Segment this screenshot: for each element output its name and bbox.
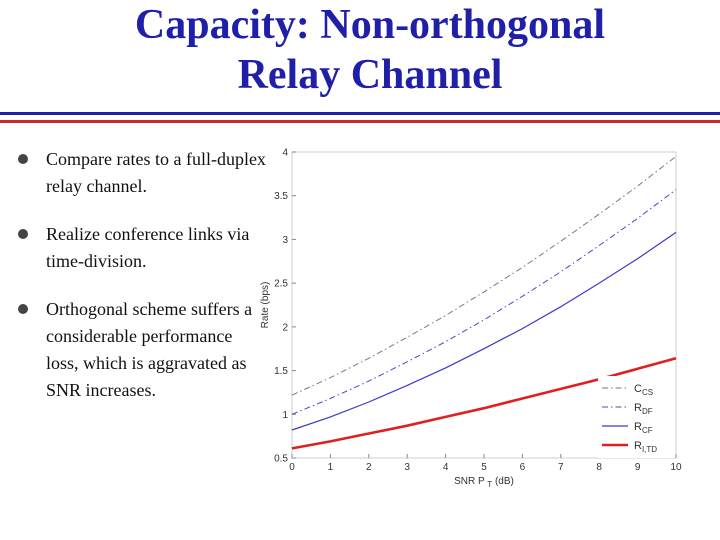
- x-axis-label: SNR P T (dB): [454, 476, 514, 489]
- bullet-dot-icon: [18, 229, 28, 239]
- x-tick-label: 9: [635, 462, 641, 473]
- bullet-list: Compare rates to a full-duplex relay cha…: [18, 146, 268, 404]
- bullet-text: Orthogonal scheme suffers a considerable…: [46, 299, 253, 400]
- bullet-dot-icon: [18, 154, 28, 164]
- series-line-cf: [291, 231, 677, 431]
- bullet-text: Compare rates to a full-duplex relay cha…: [46, 149, 266, 196]
- legend-label: RDF: [634, 402, 653, 416]
- x-tick-label: 6: [520, 462, 526, 473]
- x-tick-label: 1: [328, 462, 334, 473]
- series-line-cs: [291, 156, 677, 396]
- title-rule-blue: [0, 112, 720, 115]
- legend-label: RCF: [634, 421, 653, 435]
- legend-label: RI,TD: [634, 440, 657, 454]
- y-tick-label: 3.5: [274, 191, 288, 202]
- y-tick-label: 3: [282, 235, 288, 246]
- x-tick-label: 10: [670, 462, 682, 473]
- legend-label: CCS: [634, 383, 653, 397]
- slide-title: Capacity: Non-orthogonal Relay Channel: [0, 0, 720, 100]
- series-line-df: [291, 189, 677, 415]
- x-tick-label: 4: [443, 462, 449, 473]
- bullet-item: Realize conference links via time-divisi…: [18, 221, 268, 275]
- y-tick-label: 1: [282, 410, 288, 421]
- x-tick-label: 3: [404, 462, 410, 473]
- x-tick-label: 2: [366, 462, 372, 473]
- rate-vs-snr-chart: 0 1 2 3 4 5 6 7 8 9 10 0.5 1 1.5 2 2.5 3 3.5 4 SNR P T (dB)…: [260, 148, 682, 490]
- y-axis-label: Rate (bps): [260, 282, 271, 329]
- y-tick-label: 0.5: [274, 454, 288, 465]
- bullet-text: Realize conference links via time-divisi…: [46, 224, 250, 271]
- y-tick-label: 2: [282, 322, 288, 333]
- title-line-1: Capacity: Non-orthogonal: [134, 2, 606, 48]
- title-rule-red: [0, 120, 720, 123]
- bullet-item: Orthogonal scheme suffers a considerable…: [18, 296, 268, 404]
- bullet-dot-icon: [18, 304, 28, 314]
- y-tick-label: 1.5: [274, 366, 288, 377]
- y-tick-label: 4: [282, 148, 288, 159]
- title-line-2: Relay Channel: [237, 52, 503, 98]
- bullet-item: Compare rates to a full-duplex relay cha…: [18, 146, 268, 200]
- y-tick-label: 2.5: [274, 279, 288, 290]
- x-tick-label: 5: [481, 462, 487, 473]
- series-line-itd: [291, 357, 677, 450]
- x-tick-label: 7: [558, 462, 564, 473]
- x-tick-label: 8: [596, 462, 602, 473]
- x-tick-label: 0: [289, 462, 295, 473]
